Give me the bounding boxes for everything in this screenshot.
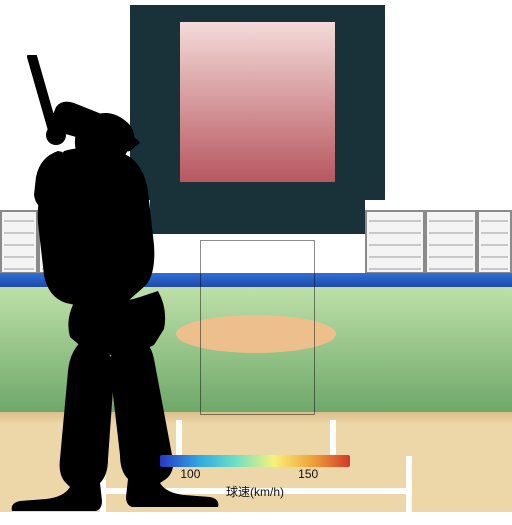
- legend-ticks: 100 150: [160, 467, 350, 483]
- plate-line: [406, 456, 412, 512]
- stands-block: [425, 210, 477, 274]
- pitch-location-chart: 100 150 球速(km/h): [0, 0, 512, 512]
- stands-block: [477, 210, 512, 274]
- legend-tick: 150: [298, 467, 318, 481]
- legend-label: 球速(km/h): [160, 483, 350, 500]
- velocity-legend: 100 150 球速(km/h): [160, 455, 350, 500]
- legend-color-bar: [160, 455, 350, 467]
- legend-tick: 100: [180, 467, 200, 481]
- stands-block: [365, 210, 425, 274]
